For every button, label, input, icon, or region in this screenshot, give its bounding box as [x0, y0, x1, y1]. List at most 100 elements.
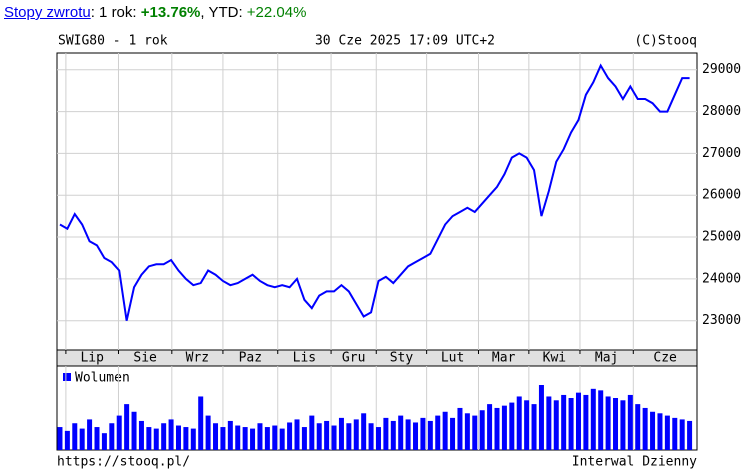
volume-bar: [642, 407, 648, 450]
volume-bar: [242, 427, 248, 450]
volume-bar: [331, 425, 337, 450]
volume-bar: [309, 415, 315, 450]
volume-bar: [168, 419, 174, 450]
volume-bar: [301, 427, 307, 450]
volume-bar: [657, 413, 663, 450]
volume-bar: [664, 415, 670, 450]
volume-bar: [338, 417, 344, 450]
volume-bar: [94, 427, 100, 450]
volume-bar: [405, 419, 411, 450]
legend-swatch: [63, 373, 71, 381]
x-tick-label: Lut: [441, 351, 464, 366]
volume-bar: [287, 422, 293, 450]
volume-bar: [257, 423, 263, 450]
volume-bar: [450, 417, 456, 450]
price-line: [59, 63, 690, 321]
volume-bar: [153, 428, 159, 450]
x-tick-label: Wrz: [186, 351, 209, 366]
volume-bar: [346, 423, 352, 450]
volume-bar: [124, 404, 130, 450]
volume-bar: [464, 413, 470, 450]
volume-bar: [72, 423, 78, 450]
volume-bar: [375, 427, 381, 450]
volume-bar: [361, 413, 367, 450]
volume-bar: [479, 410, 485, 450]
volume-bar: [598, 390, 604, 450]
x-tick-label: Paz: [239, 351, 262, 366]
volume-bar: [87, 419, 93, 450]
volume-bar: [57, 427, 63, 450]
volume-bar: [205, 415, 211, 450]
y-tick-label: 29000: [702, 62, 741, 77]
volume-bar: [427, 420, 433, 450]
volume-bar: [131, 411, 137, 450]
volume-bar: [101, 433, 107, 450]
x-tick-label: Lis: [293, 351, 316, 366]
y-tick-label: 27000: [702, 146, 741, 161]
x-tick-label: Gru: [342, 351, 365, 366]
volume-bar: [190, 428, 196, 450]
volume-bar: [531, 404, 537, 450]
returns-link[interactable]: Stopy zwrotu: [4, 4, 91, 21]
volume-bar: [672, 417, 678, 450]
volume-bar: [264, 427, 270, 450]
volume-bar: [109, 423, 115, 450]
volume-bar: [213, 423, 219, 450]
volume-bar: [613, 398, 619, 450]
volume-bar: [679, 419, 685, 450]
volume-bar: [220, 427, 226, 450]
volume-bar: [175, 425, 181, 450]
subtitle: 30 Cze 2025 17:09 UTC+2: [315, 34, 495, 49]
volume-bar: [487, 404, 493, 450]
x-tick-label: Sie: [133, 351, 157, 366]
sep: : 1 rok:: [90, 4, 141, 21]
return-1y: +13.76%: [140, 4, 201, 21]
x-tick-label: Cze: [653, 351, 677, 366]
volume-bar: [368, 423, 374, 450]
volume-bar: [605, 396, 611, 450]
volume-bar: [546, 396, 552, 450]
volume-bar: [442, 411, 448, 450]
volume-bar: [687, 420, 693, 450]
volume-bar: [235, 425, 241, 450]
y-tick-label: 24000: [702, 271, 741, 286]
volume-bar: [383, 417, 389, 450]
x-tick-label: Maj: [595, 351, 618, 366]
x-tick-label: Sty: [390, 351, 414, 366]
volume-bar: [353, 419, 359, 450]
volume-bar: [398, 415, 404, 450]
y-tick-label: 25000: [702, 230, 741, 245]
volume-bar: [272, 425, 278, 450]
x-tick-label: Mar: [492, 351, 516, 366]
volume-bar: [494, 407, 500, 450]
volume-bar: [583, 394, 589, 450]
volume-bar: [472, 415, 478, 450]
x-tick-label: Kwi: [543, 351, 566, 366]
volume-bar: [516, 396, 522, 450]
volume-bar: [650, 411, 656, 450]
volume-bar: [561, 394, 567, 450]
footer-right: Interwal Dzienny: [572, 455, 697, 470]
y-tick-label: 23000: [702, 313, 741, 328]
volume-bar: [324, 420, 330, 450]
volume-bar: [457, 407, 463, 450]
volume-bar: [538, 385, 544, 450]
volume-bar: [146, 427, 152, 450]
volume-bar: [575, 392, 581, 450]
plot-frame: [56, 52, 698, 351]
y-tick-label: 26000: [702, 188, 741, 203]
volume-bar: [627, 394, 633, 450]
credit: (C)Stooq: [634, 34, 697, 49]
volume-bar: [620, 400, 626, 450]
volume-bar: [553, 400, 559, 450]
volume-bar: [501, 405, 507, 450]
chart-title: SWIG80 - 1 rok: [58, 34, 168, 49]
return-ytd: +22.04%: [246, 4, 307, 21]
volume-bar: [420, 417, 426, 450]
header: Stopy zwrotu: 1 rok: +13.76%, YTD: +22.0…: [4, 4, 306, 21]
volume-bar: [227, 420, 233, 450]
volume-bar: [435, 415, 441, 450]
volume-bar: [509, 402, 515, 450]
legend-label: Wolumen: [75, 371, 130, 386]
